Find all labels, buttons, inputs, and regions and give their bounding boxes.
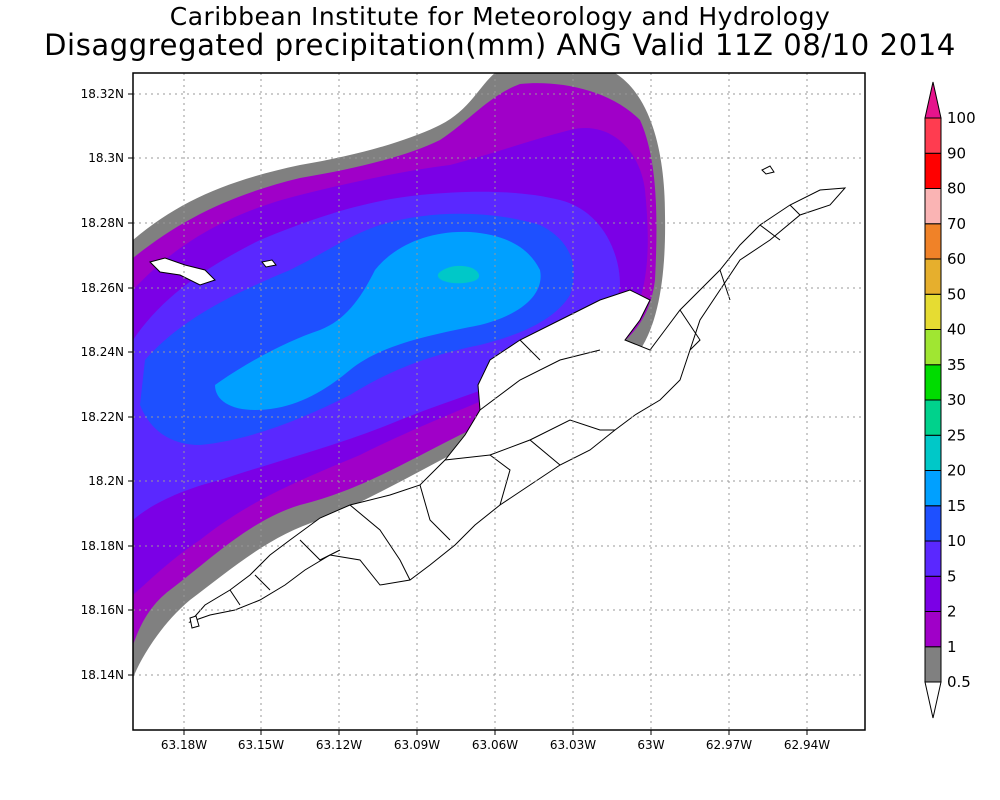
coastline-islet-southwest bbox=[189, 615, 200, 629]
colorbar-label: 5 bbox=[947, 567, 957, 585]
colorbar-label: 20 bbox=[947, 462, 966, 480]
colorbar-swatch bbox=[924, 258, 942, 295]
colorbar-swatch bbox=[924, 117, 942, 154]
lon-label: 62.94W bbox=[784, 738, 830, 752]
colorbar-label: 0.5 bbox=[947, 673, 971, 691]
plot-ticks bbox=[128, 93, 808, 735]
title-line-1: Caribbean Institute for Meteorology and … bbox=[169, 2, 831, 31]
colorbar-swatch bbox=[924, 329, 942, 366]
coastline-islet-north bbox=[761, 165, 775, 175]
colorbar-label: 15 bbox=[947, 497, 966, 515]
colorbar-swatch bbox=[924, 470, 942, 507]
lat-label: 18.26N bbox=[81, 281, 124, 295]
colorbar-swatch bbox=[924, 223, 942, 260]
colorbar-swatch bbox=[924, 152, 942, 189]
lat-label: 18.3N bbox=[88, 151, 124, 165]
lat-label: 18.18N bbox=[81, 539, 124, 553]
island-boundaries bbox=[229, 204, 801, 606]
longitude-labels: 63.18W 63.15W 63.12W 63.09W 63.06W 63.03… bbox=[161, 738, 830, 752]
coastline-islet-west bbox=[149, 257, 216, 286]
colorbar-label: 50 bbox=[947, 285, 966, 303]
colorbar-swatch-min bbox=[924, 681, 942, 719]
lat-label: 18.32N bbox=[81, 87, 124, 101]
colorbar-label: 60 bbox=[947, 250, 966, 268]
colorbar-label: 30 bbox=[947, 391, 966, 409]
lat-label: 18.14N bbox=[81, 668, 124, 682]
colorbar-label: 40 bbox=[947, 321, 966, 339]
lat-label: 18.2N bbox=[88, 474, 124, 488]
colorbar-label: 90 bbox=[947, 144, 966, 162]
colorbar-label: 10 bbox=[947, 532, 966, 550]
lon-label: 63.18W bbox=[161, 738, 207, 752]
colorbar-swatch bbox=[924, 399, 942, 436]
grid-lines bbox=[133, 73, 865, 730]
lat-label: 18.22N bbox=[81, 410, 124, 424]
colorbar-label: 35 bbox=[947, 356, 966, 374]
colorbar-swatch bbox=[924, 188, 942, 225]
lon-label: 63.09W bbox=[394, 738, 440, 752]
title-line-2: Disaggregated precipitation(mm) ANG Vali… bbox=[44, 28, 956, 62]
lat-label: 18.16N bbox=[81, 603, 124, 617]
colorbar-label: 25 bbox=[947, 426, 966, 444]
island-coastlines bbox=[149, 165, 847, 629]
colorbar-swatch-max bbox=[924, 81, 942, 119]
colorbar-label: 100 bbox=[947, 109, 976, 127]
lon-label: 63W bbox=[637, 738, 664, 752]
colorbar-label: 80 bbox=[947, 180, 966, 198]
colorbar-swatch bbox=[924, 434, 942, 471]
colorbar-swatch bbox=[924, 540, 942, 577]
lon-label: 63.12W bbox=[316, 738, 362, 752]
colorbar-swatch bbox=[924, 293, 942, 330]
plot-frame bbox=[132, 72, 866, 731]
colorbar-label: 1 bbox=[947, 638, 957, 656]
colorbar-swatch bbox=[924, 364, 942, 401]
colorbar-label: 2 bbox=[947, 603, 957, 621]
colorbar-swatch bbox=[924, 575, 942, 612]
colorbar-swatch bbox=[924, 611, 942, 648]
latitude-labels: 18.32N 18.3N 18.28N 18.26N 18.24N 18.22N… bbox=[81, 87, 124, 682]
precip-contours bbox=[133, 73, 666, 678]
coastline-islet-small bbox=[261, 259, 277, 268]
contour-20mm bbox=[437, 265, 480, 284]
lat-label: 18.24N bbox=[81, 345, 124, 359]
lon-label: 63.03W bbox=[550, 738, 596, 752]
lon-label: 63.06W bbox=[472, 738, 518, 752]
lon-label: 62.97W bbox=[706, 738, 752, 752]
colorbar-swatch bbox=[924, 646, 942, 683]
colorbar-label: 70 bbox=[947, 215, 966, 233]
coastline-main-island bbox=[188, 187, 847, 624]
lat-label: 18.28N bbox=[81, 216, 124, 230]
lon-label: 63.15W bbox=[238, 738, 284, 752]
colorbar-swatch bbox=[924, 505, 942, 542]
